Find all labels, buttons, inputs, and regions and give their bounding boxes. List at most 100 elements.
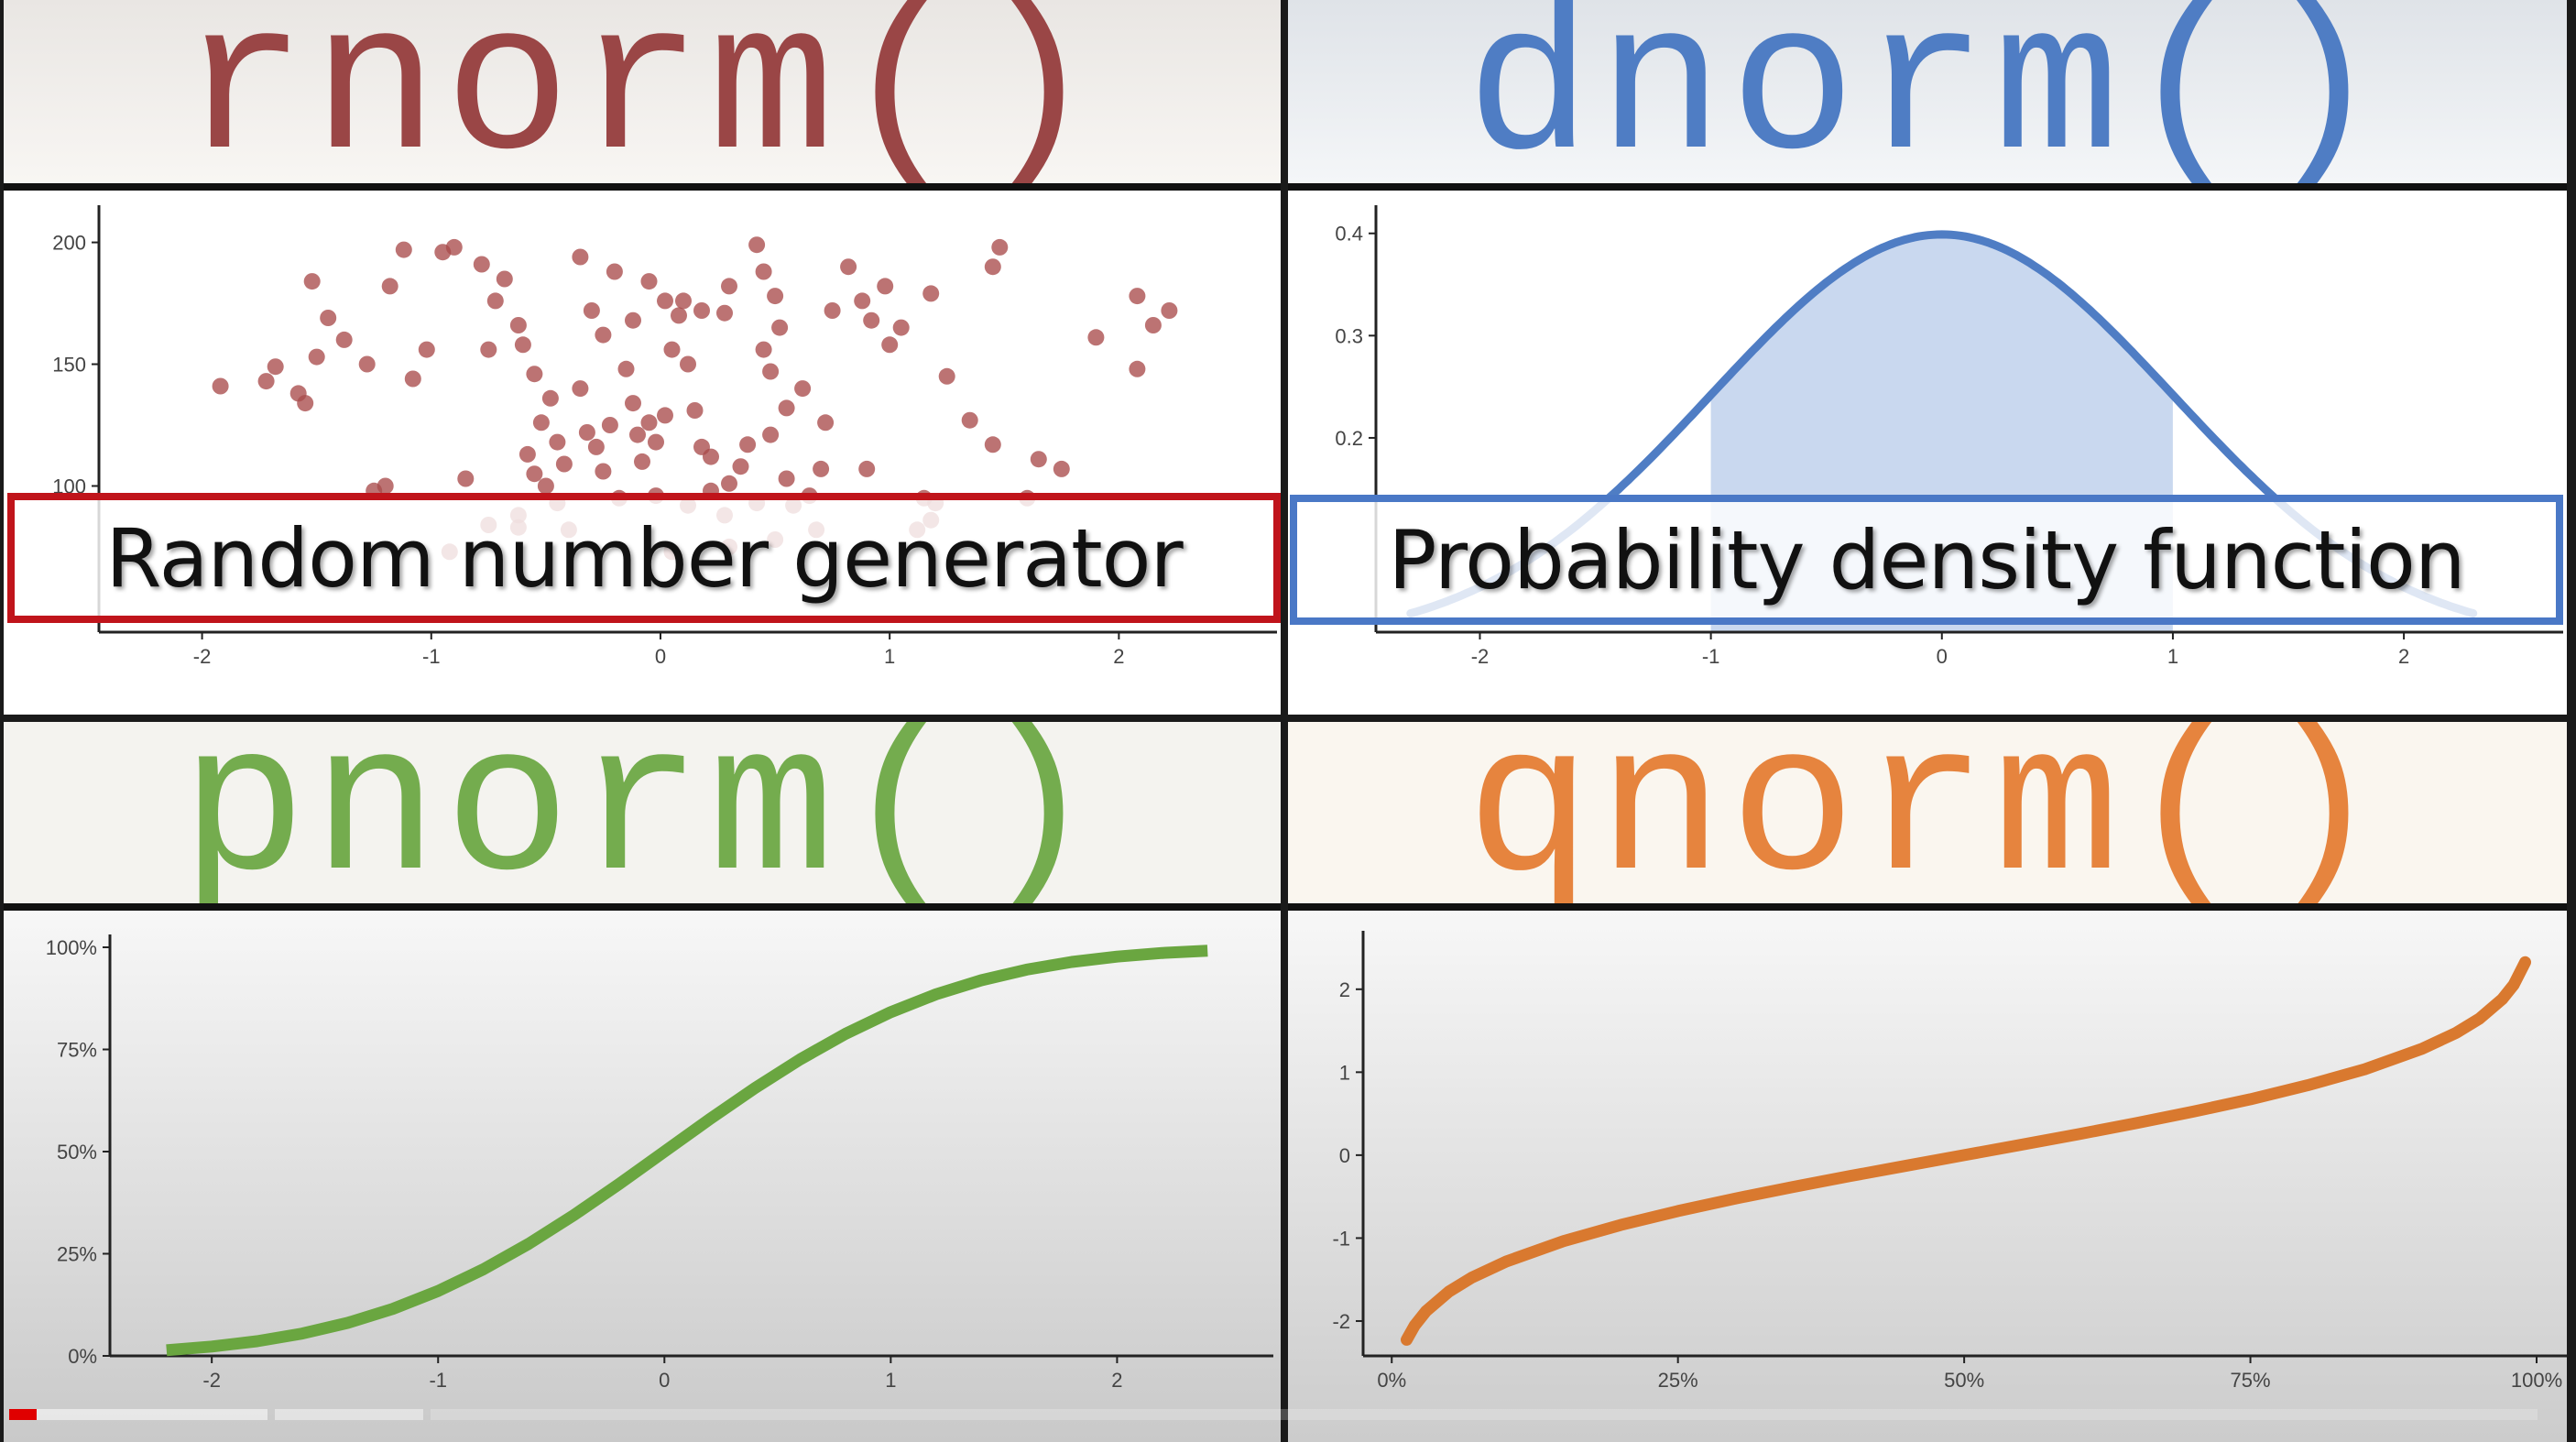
- video-progress-bar[interactable]: [9, 1409, 2538, 1420]
- qnorm-x-tick-label: 0%: [1377, 1369, 1406, 1392]
- rnorm-point: [732, 458, 749, 475]
- rnorm-point: [824, 302, 841, 319]
- rnorm-point: [663, 341, 681, 358]
- rnorm-point: [991, 238, 1009, 256]
- rnorm-point: [518, 445, 536, 463]
- rnorm-point: [595, 463, 612, 480]
- rnorm-point: [657, 292, 673, 310]
- rnorm-point: [395, 241, 412, 258]
- qnorm-y-tick-label: 0: [1339, 1144, 1350, 1167]
- dnorm-chart: 0.2 0.3 0.4 -2 -1 0 1 2: [1288, 191, 2567, 715]
- progress-chapter-rest: [431, 1409, 2538, 1420]
- rnorm-point: [601, 417, 618, 433]
- rnorm-point: [549, 433, 566, 451]
- rnorm-point: [671, 307, 687, 324]
- pnorm-y-tick-label: 0%: [68, 1345, 97, 1368]
- qnorm-divider: [1288, 903, 2567, 911]
- rnorm-point: [657, 407, 673, 424]
- rnorm-point: [418, 341, 435, 358]
- dnorm-overlay-text: Probability density function: [1388, 512, 2465, 607]
- rnorm-chart: 100 150 200 -2 -1 0 1 2: [4, 191, 1281, 715]
- progress-buffered-2: [275, 1409, 423, 1420]
- rnorm-point: [625, 311, 641, 329]
- dnorm-y-tick-label: 0.2: [1335, 427, 1363, 450]
- rnorm-overlay-text: Random number generator: [105, 510, 1183, 606]
- dnorm-y-tick-label: 0.3: [1335, 324, 1363, 347]
- rnorm-point: [541, 389, 559, 407]
- rnorm-point: [686, 402, 704, 419]
- rnorm-panel: rnorm() 100 150 200 -2 -1 0 1 2 Random number g…: [4, 0, 1281, 715]
- pnorm-y-tick-label: 100%: [46, 936, 97, 959]
- rnorm-point: [984, 436, 1001, 453]
- rnorm-point: [496, 270, 513, 288]
- qnorm-y-tick-label: 1: [1339, 1061, 1350, 1084]
- rnorm-point: [625, 395, 641, 412]
- rnorm-point: [961, 411, 978, 429]
- rnorm-point: [514, 336, 531, 354]
- rnorm-point: [648, 433, 664, 451]
- rnorm-point: [716, 304, 733, 322]
- rnorm-point: [629, 426, 646, 443]
- rnorm-point: [572, 380, 589, 398]
- rnorm-point: [303, 273, 321, 290]
- rnorm-point: [778, 470, 795, 487]
- rnorm-divider: [4, 183, 1281, 191]
- qnorm-chart: -2 -1 0 1 2 0% 25% 50% 75% 100%: [1288, 911, 2567, 1442]
- rnorm-point: [404, 370, 421, 388]
- rnorm-point: [892, 319, 910, 336]
- dnorm-y-tick-label: 0.4: [1335, 223, 1363, 246]
- pnorm-y-tick-label: 50%: [57, 1141, 97, 1163]
- qnorm-quantile-svg: -2 -1 0 1 2 0% 25% 50% 75% 100%: [1332, 931, 2567, 1392]
- rnorm-point: [721, 278, 737, 295]
- rnorm-point: [1030, 451, 1047, 468]
- rnorm-point: [606, 263, 623, 280]
- rnorm-point: [480, 341, 497, 358]
- dnorm-x-tick-label: -2: [1471, 645, 1490, 668]
- rnorm-point: [640, 414, 658, 432]
- rnorm-point: [587, 438, 605, 455]
- dnorm-x-tick-label: -1: [1702, 645, 1720, 668]
- rnorm-point: [863, 311, 880, 329]
- rnorm-point: [634, 453, 650, 470]
- progress-played: [9, 1409, 37, 1420]
- pnorm-chart: 0% 25% 50% 75% 100% -2 -1 0 1 2: [4, 911, 1281, 1442]
- rnorm-point: [817, 414, 835, 432]
- pnorm-x-tick-label: -2: [202, 1369, 221, 1392]
- rnorm-point: [840, 258, 857, 276]
- qnorm-title-band: qnorm(): [1288, 722, 2567, 918]
- rnorm-point: [858, 460, 876, 477]
- pnorm-title-band: pnorm(): [4, 722, 1281, 918]
- qnorm-x-tick-label: 50%: [1944, 1369, 1984, 1392]
- rnorm-point: [457, 470, 475, 487]
- qnorm-x-tick-label: 75%: [2231, 1369, 2271, 1392]
- rnorm-point: [572, 248, 589, 266]
- dnorm-panel: dnorm() 0.2 0.3 0.4 -2 -1 0 1 2 Probability den…: [1288, 0, 2567, 715]
- rnorm-y-tick-label: 150: [52, 354, 86, 377]
- pnorm-cdf-svg: 0% 25% 50% 75% 100% -2 -1 0 1 2: [46, 934, 1273, 1392]
- rnorm-point: [762, 363, 780, 380]
- rnorm-point: [813, 460, 830, 477]
- rnorm-x-tick-label: 1: [884, 645, 895, 668]
- progress-buffered-1: [9, 1409, 267, 1420]
- rnorm-x-tick-label: 2: [1113, 645, 1124, 668]
- rnorm-y-tick-label: 200: [52, 232, 86, 255]
- rnorm-title-band: rnorm(): [4, 0, 1281, 197]
- rnorm-point: [583, 302, 600, 319]
- rnorm-point: [1053, 460, 1070, 477]
- pnorm-x-tick-label: 1: [885, 1369, 896, 1392]
- pnorm-curve: [166, 945, 1208, 1357]
- qnorm-y-tick-label: -1: [1332, 1227, 1350, 1250]
- rnorm-point: [755, 263, 772, 280]
- rnorm-point: [739, 436, 757, 453]
- rnorm-point: [881, 336, 899, 354]
- rnorm-x-tick-label: -2: [193, 645, 212, 668]
- qnorm-x-tick-label: 25%: [1658, 1369, 1698, 1392]
- dnorm-density-svg: 0.2 0.3 0.4 -2 -1 0 1 2: [1335, 205, 2563, 668]
- rnorm-point: [1161, 302, 1178, 319]
- rnorm-point: [1144, 317, 1162, 333]
- rnorm-point: [984, 258, 1001, 276]
- rnorm-point: [767, 288, 784, 305]
- rnorm-point: [308, 348, 325, 366]
- dnorm-overlay-box: Probability density function: [1290, 495, 2563, 625]
- rnorm-point: [721, 475, 737, 492]
